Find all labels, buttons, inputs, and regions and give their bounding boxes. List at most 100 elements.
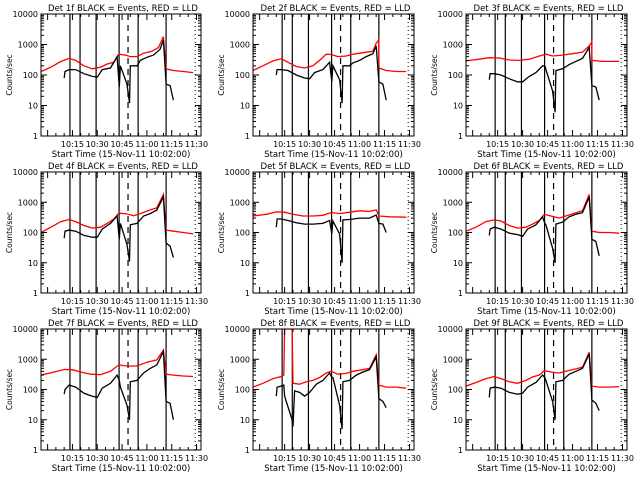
- y-tick-label: 1000: [230, 355, 250, 364]
- y-tick-label: 1: [458, 446, 463, 455]
- x-tick-label: 10:45: [111, 140, 134, 149]
- y-tick-label: 100: [23, 229, 38, 238]
- x-tick-label: 11:30: [185, 140, 208, 149]
- x-tick-label: 11:15: [586, 454, 609, 463]
- y-tick-label: 1000: [18, 198, 38, 207]
- x-tick-label: 11:30: [185, 297, 208, 306]
- chart-title: Det 6f BLACK = Events, RED = LLD: [474, 162, 624, 172]
- series-line-events: [275, 354, 387, 429]
- y-tick-label: 10: [28, 102, 38, 111]
- y-axis-label: Counts/sec: [430, 369, 439, 410]
- series-line-lld: [41, 36, 194, 74]
- y-axis-label: Counts/sec: [430, 212, 439, 253]
- y-tick-label: 10000: [438, 325, 463, 334]
- x-tick-label: 10:30: [86, 140, 109, 149]
- x-axis-label: Start Time (15-Nov-11 10:02:00): [52, 150, 191, 160]
- series-line-events: [275, 45, 387, 104]
- y-tick-label: 100: [448, 386, 463, 395]
- y-tick-label: 1000: [230, 41, 250, 50]
- series-line-events: [275, 214, 387, 263]
- x-tick-label: 11:15: [160, 297, 183, 306]
- y-tick-label: 100: [235, 229, 250, 238]
- x-tick-label: 10:45: [111, 297, 134, 306]
- x-tick-label: 10:45: [536, 454, 559, 463]
- y-tick-label: 10: [28, 416, 38, 425]
- y-tick-label: 1: [458, 132, 463, 141]
- y-tick-label: 10000: [13, 10, 38, 19]
- x-tick-label: 10:15: [273, 297, 296, 306]
- y-axis-label: Counts/sec: [5, 369, 14, 410]
- y-axis-label: Counts/sec: [5, 212, 14, 253]
- y-axis-label: Counts/sec: [430, 54, 439, 95]
- x-tick-label: 11:30: [611, 297, 634, 306]
- y-tick-label: 1: [245, 446, 250, 455]
- y-tick-label: 1: [245, 132, 250, 141]
- y-tick-label: 1000: [443, 355, 463, 364]
- y-tick-label: 10: [240, 259, 250, 268]
- x-tick-label: 10:30: [86, 454, 109, 463]
- y-axis-label: Counts/sec: [217, 212, 226, 253]
- x-tick-label: 10:15: [61, 140, 84, 149]
- chart-panel-4: 1 10 100 1000 10000 10:15 10:30 10:45 11:00 11:15…: [5, 162, 208, 317]
- chart-panel-7: 1 10 100 1000 10000 10:15 10:30 10:45 11:00 11:15…: [5, 319, 208, 474]
- series-line-lld: [253, 329, 407, 389]
- series-line-lld: [253, 38, 407, 73]
- x-tick-label: 10:45: [111, 454, 134, 463]
- y-tick-label: 10000: [13, 168, 38, 177]
- y-tick-label: 10000: [225, 10, 250, 19]
- x-tick-label: 10:15: [273, 454, 296, 463]
- x-tick-label: 10:45: [536, 297, 559, 306]
- y-axis-label: Counts/sec: [217, 54, 226, 95]
- x-tick-label: 10:30: [511, 297, 534, 306]
- chart-panel-5: 1 10 100 1000 10000 10:15 10:30 10:45 11:00 11:15…: [217, 162, 421, 317]
- x-tick-label: 11:30: [611, 454, 634, 463]
- y-tick-label: 100: [448, 71, 463, 80]
- x-tick-label: 11:00: [348, 297, 371, 306]
- y-tick-label: 10: [240, 102, 250, 111]
- chart-title: Det 1f BLACK = Events, RED = LLD: [48, 4, 198, 14]
- x-tick-label: 11:15: [373, 297, 396, 306]
- series-line-events: [488, 45, 600, 113]
- y-tick-label: 10000: [225, 325, 250, 334]
- y-tick-label: 10000: [225, 168, 250, 177]
- x-tick-label: 10:30: [86, 297, 109, 306]
- x-axis-label: Start Time (15-Nov-11 10:02:00): [52, 464, 191, 474]
- x-tick-label: 10:45: [323, 297, 346, 306]
- x-tick-label: 11:15: [373, 140, 396, 149]
- y-tick-label: 1: [33, 446, 38, 455]
- chart-panel-6: 1 10 100 1000 10000 10:15 10:30 10:45 11:00 11:15…: [430, 162, 634, 317]
- chart-title: Det 8f BLACK = Events, RED = LLD: [261, 319, 411, 329]
- x-tick-label: 11:00: [135, 140, 158, 149]
- x-tick-label: 10:15: [273, 140, 296, 149]
- x-tick-label: 11:00: [561, 454, 584, 463]
- x-tick-label: 11:00: [561, 297, 584, 306]
- x-tick-label: 10:15: [486, 140, 509, 149]
- x-tick-label: 11:15: [160, 454, 183, 463]
- y-tick-label: 10: [453, 416, 463, 425]
- x-axis-label: Start Time (15-Nov-11 10:02:00): [264, 150, 403, 160]
- x-tick-label: 10:30: [298, 297, 321, 306]
- series-line-events: [63, 39, 175, 104]
- x-tick-label: 11:00: [561, 140, 584, 149]
- x-tick-label: 10:15: [486, 297, 509, 306]
- y-tick-label: 1: [33, 132, 38, 141]
- y-tick-label: 1000: [230, 198, 250, 207]
- x-axis-label: Start Time (15-Nov-11 10:02:00): [52, 307, 191, 317]
- y-tick-label: 10000: [438, 168, 463, 177]
- x-tick-label: 10:45: [323, 454, 346, 463]
- x-tick-label: 11:00: [348, 454, 371, 463]
- x-tick-label: 11:30: [398, 297, 421, 306]
- y-tick-label: 100: [23, 386, 38, 395]
- y-tick-label: 10000: [438, 10, 463, 19]
- x-tick-label: 10:45: [323, 140, 346, 149]
- series-line-events: [63, 194, 175, 262]
- chart-title: Det 4f BLACK = Events, RED = LLD: [48, 162, 198, 172]
- series-line-lld: [41, 192, 194, 235]
- series-line-events: [63, 348, 175, 420]
- x-tick-label: 11:15: [160, 140, 183, 149]
- chart-title: Det 5f BLACK = Events, RED = LLD: [261, 162, 411, 172]
- x-tick-label: 11:15: [586, 297, 609, 306]
- chart-title: Det 3f BLACK = Events, RED = LLD: [474, 4, 624, 14]
- y-tick-label: 1000: [443, 198, 463, 207]
